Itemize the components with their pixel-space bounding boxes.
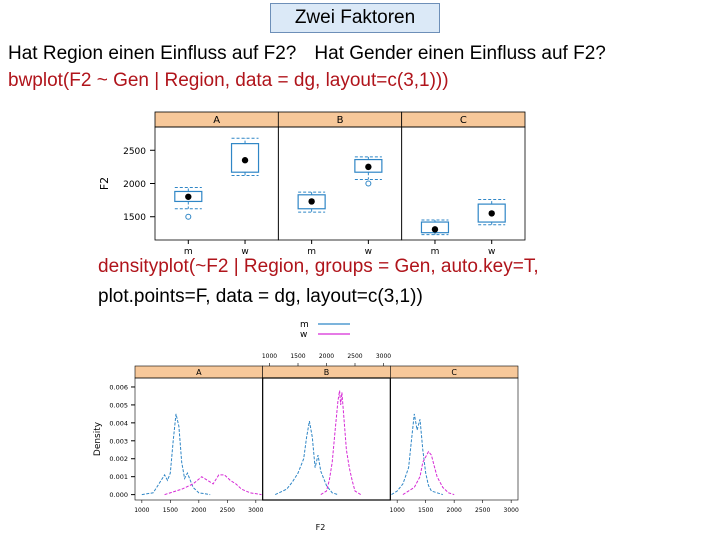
y-tick-label: 0.005 (109, 401, 128, 409)
panel-strip-label: A (213, 115, 220, 126)
panel-strip-label: C (451, 368, 457, 377)
density-curve-B-m (274, 421, 339, 496)
x-tick-label: m (307, 247, 316, 257)
y-tick-label: 0.006 (109, 383, 128, 391)
question-gender: Hat Gender einen Einfluss auf F2? (314, 43, 606, 64)
median-dot (185, 193, 192, 200)
panel-strip-label: B (324, 368, 330, 377)
y-tick-label: 0.000 (109, 491, 128, 499)
y-tick-label: 2000 (123, 180, 146, 190)
x-tick-label: 1000 (390, 507, 405, 514)
density-curve-A-m (141, 413, 211, 496)
x-tick-label: w (241, 247, 248, 257)
median-dot (241, 157, 249, 164)
x-tick-label: 1500 (163, 507, 178, 514)
panel-strip-label: B (337, 115, 344, 126)
legend-label-w: w (300, 330, 307, 340)
x-tick-label: w (365, 247, 372, 257)
median-dot (488, 210, 495, 217)
x-tick-label: 1000 (262, 353, 277, 360)
median-dot (308, 198, 315, 205)
x-tick-label: m (184, 247, 193, 257)
x-axis-label: F2 (316, 523, 326, 532)
density-curve-B-w (320, 390, 361, 496)
panel-strip-label: C (460, 115, 467, 126)
x-tick-label: 2500 (347, 353, 362, 360)
question-line: Hat Region einen Einfluss auf F2? Hat Gen… (8, 43, 606, 65)
density-curve-A-w (164, 474, 262, 496)
x-tick-label: 2000 (191, 507, 206, 514)
x-tick-label: 3000 (504, 507, 519, 514)
x-tick-label: 3000 (248, 507, 263, 514)
densityplot-code-line2: plot.points=F, data = dg, layout=c(3,1)) (98, 286, 423, 307)
x-tick-label: 1500 (290, 353, 305, 360)
outlier-point (185, 213, 192, 220)
y-tick-label: 0.003 (109, 437, 128, 445)
x-tick-label: 2500 (475, 507, 490, 514)
densityplot-code-line1: densityplot(~F2 | Region, groups = Gen, … (98, 256, 539, 277)
y-axis-label: F2 (98, 177, 111, 190)
x-tick-label: 1000 (134, 507, 149, 514)
question-region: Hat Region einen Einfluss auf F2? (8, 43, 297, 64)
x-tick-label: m (431, 247, 440, 257)
y-axis-label: Density (93, 421, 103, 456)
y-tick-label: 0.004 (109, 419, 128, 427)
legend-label-m: m (300, 320, 309, 330)
x-tick-label: 2500 (220, 507, 235, 514)
x-tick-label: 2000 (319, 353, 334, 360)
panel-frame (401, 126, 526, 241)
y-tick-label: 1500 (123, 213, 146, 223)
x-tick-label: w (488, 247, 495, 257)
density-curve-C-w (402, 450, 455, 496)
median-dot (365, 163, 372, 171)
density-curve-C-m (391, 413, 443, 496)
outlier-point (365, 180, 372, 187)
x-tick-label: 1500 (418, 507, 433, 514)
x-tick-label: 3000 (376, 353, 391, 360)
y-tick-label: 0.002 (109, 455, 128, 463)
panel-strip-label: A (196, 368, 202, 377)
panel-frame (262, 377, 391, 501)
y-tick-label: 0.001 (109, 473, 128, 481)
y-tick-label: 2500 (123, 147, 146, 157)
median-dot (431, 226, 439, 233)
panel-frame (390, 377, 519, 501)
panel-frame (134, 377, 263, 501)
x-tick-label: 2000 (447, 507, 462, 514)
slide-title: Zwei Faktoren (270, 3, 440, 33)
bwplot-code: bwplot(F2 ~ Gen | Region, data = dg, lay… (8, 70, 449, 91)
